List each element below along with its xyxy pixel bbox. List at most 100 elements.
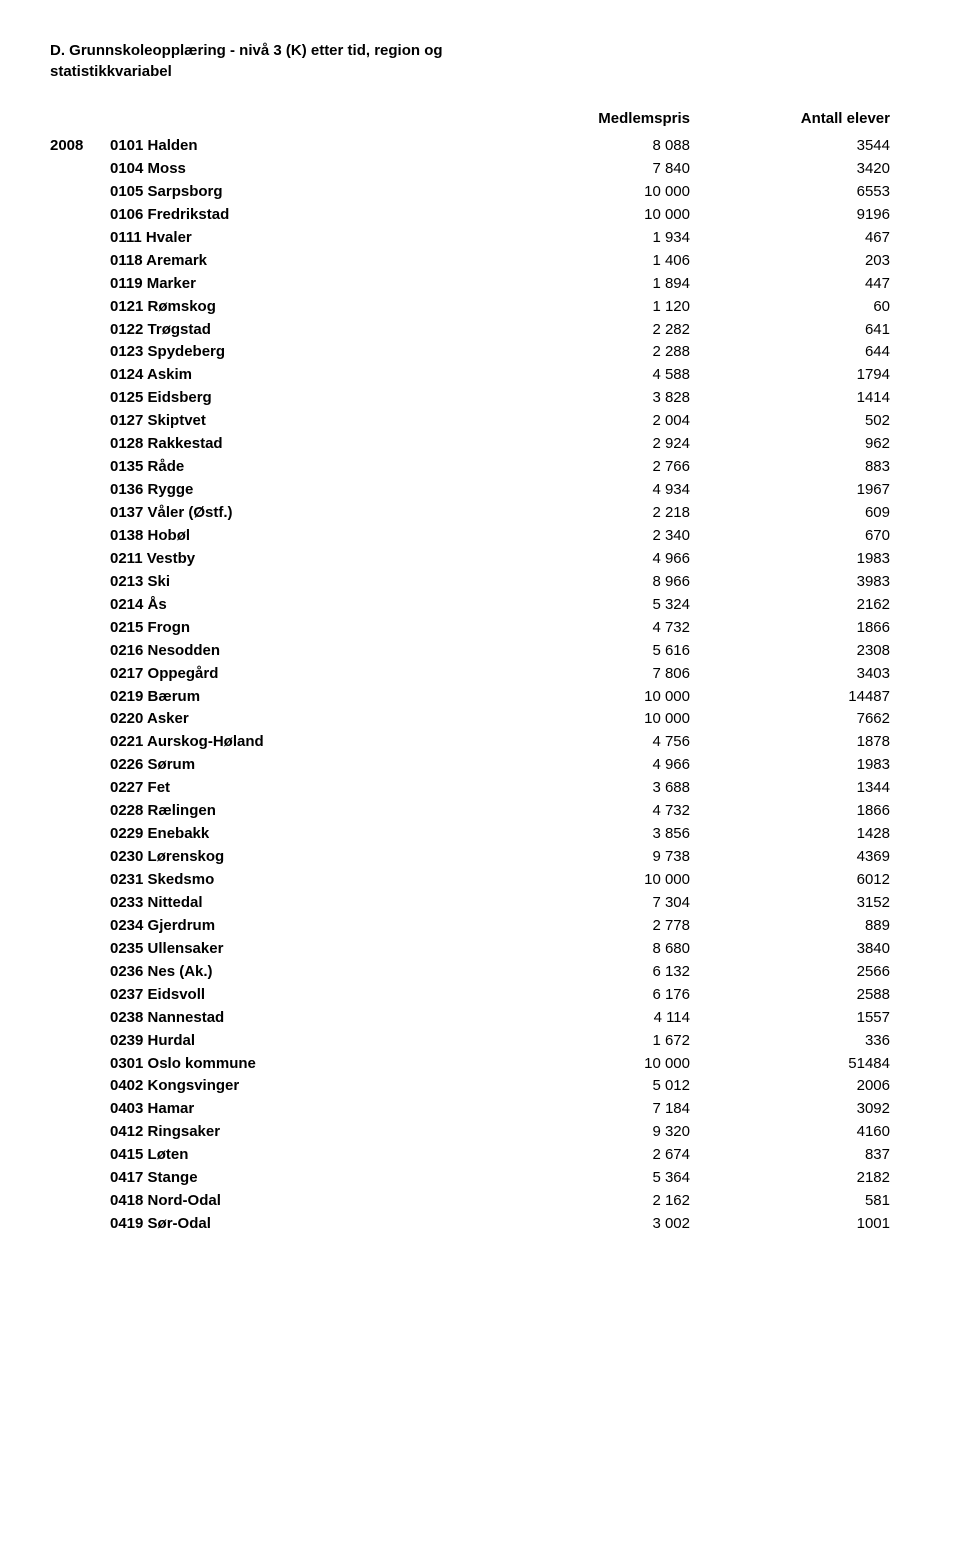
region-cell: 0234 Gjerdrum xyxy=(110,915,490,938)
year-cell xyxy=(50,296,110,319)
antall-elever-cell: 502 xyxy=(690,410,890,433)
table-row: 0234 Gjerdrum2 778889 xyxy=(50,915,910,938)
region-cell: 0412 Ringsaker xyxy=(110,1121,490,1144)
year-cell xyxy=(50,181,110,204)
region-cell: 0211 Vestby xyxy=(110,548,490,571)
table-row: 0125 Eidsberg3 8281414 xyxy=(50,387,910,410)
antall-elever-cell: 1967 xyxy=(690,479,890,502)
year-cell xyxy=(50,1213,110,1236)
year-cell xyxy=(50,341,110,364)
antall-elever-cell: 3403 xyxy=(690,663,890,686)
region-cell: 0238 Nannestad xyxy=(110,1007,490,1030)
region-cell: 0228 Rælingen xyxy=(110,800,490,823)
antall-elever-cell: 3544 xyxy=(690,135,890,158)
table-row: 0123 Spydeberg2 288644 xyxy=(50,341,910,364)
antall-elever-cell: 1414 xyxy=(690,387,890,410)
table-row: 0128 Rakkestad2 924962 xyxy=(50,433,910,456)
medlemspris-cell: 2 288 xyxy=(490,341,690,364)
antall-elever-cell: 1983 xyxy=(690,754,890,777)
region-cell: 0418 Nord-Odal xyxy=(110,1190,490,1213)
region-cell: 0227 Fet xyxy=(110,777,490,800)
medlemspris-cell: 5 616 xyxy=(490,640,690,663)
year-cell xyxy=(50,410,110,433)
table-row: 0135 Råde2 766883 xyxy=(50,456,910,479)
table-row: 0235 Ullensaker8 6803840 xyxy=(50,938,910,961)
table-row: 0226 Sørum4 9661983 xyxy=(50,754,910,777)
medlemspris-cell: 6 132 xyxy=(490,961,690,984)
region-cell: 0220 Asker xyxy=(110,708,490,731)
region-cell: 0119 Marker xyxy=(110,273,490,296)
region-cell: 0217 Oppegård xyxy=(110,663,490,686)
table-row: 0105 Sarpsborg10 0006553 xyxy=(50,181,910,204)
year-cell xyxy=(50,387,110,410)
table-row: 0238 Nannestad4 1141557 xyxy=(50,1007,910,1030)
table-row: 0417 Stange5 3642182 xyxy=(50,1167,910,1190)
year-cell xyxy=(50,548,110,571)
table-row: 0121 Rømskog1 12060 xyxy=(50,296,910,319)
region-cell: 0231 Skedsmo xyxy=(110,869,490,892)
table-row: 0418 Nord-Odal2 162581 xyxy=(50,1190,910,1213)
medlemspris-cell: 3 856 xyxy=(490,823,690,846)
medlemspris-cell: 6 176 xyxy=(490,984,690,1007)
medlemspris-cell: 2 218 xyxy=(490,502,690,525)
region-cell: 0118 Aremark xyxy=(110,250,490,273)
year-cell xyxy=(50,456,110,479)
year-cell xyxy=(50,1190,110,1213)
antall-elever-cell: 51484 xyxy=(690,1053,890,1076)
antall-elever-cell: 1428 xyxy=(690,823,890,846)
antall-elever-cell: 2566 xyxy=(690,961,890,984)
year-cell xyxy=(50,1098,110,1121)
region-cell: 0215 Frogn xyxy=(110,617,490,640)
medlemspris-cell: 4 588 xyxy=(490,364,690,387)
year-cell xyxy=(50,892,110,915)
medlemspris-cell: 10 000 xyxy=(490,708,690,731)
antall-elever-cell: 2588 xyxy=(690,984,890,1007)
region-cell: 0403 Hamar xyxy=(110,1098,490,1121)
medlemspris-cell: 1 672 xyxy=(490,1030,690,1053)
table-row: 0213 Ski8 9663983 xyxy=(50,571,910,594)
region-cell: 0235 Ullensaker xyxy=(110,938,490,961)
medlemspris-cell: 7 184 xyxy=(490,1098,690,1121)
region-cell: 0125 Eidsberg xyxy=(110,387,490,410)
table-row: 0237 Eidsvoll6 1762588 xyxy=(50,984,910,1007)
region-cell: 0221 Aurskog-Høland xyxy=(110,731,490,754)
table-row: 0118 Aremark1 406203 xyxy=(50,250,910,273)
year-cell xyxy=(50,961,110,984)
year-cell xyxy=(50,204,110,227)
region-cell: 0415 Løten xyxy=(110,1144,490,1167)
year-cell xyxy=(50,869,110,892)
table-row: 0215 Frogn4 7321866 xyxy=(50,617,910,640)
year-cell xyxy=(50,158,110,181)
table-row: 0138 Hobøl2 340670 xyxy=(50,525,910,548)
medlemspris-cell: 1 934 xyxy=(490,227,690,250)
antall-elever-cell: 6553 xyxy=(690,181,890,204)
year-cell xyxy=(50,800,110,823)
year-cell xyxy=(50,777,110,800)
antall-elever-cell: 962 xyxy=(690,433,890,456)
medlemspris-cell: 3 002 xyxy=(490,1213,690,1236)
region-cell: 0239 Hurdal xyxy=(110,1030,490,1053)
table-row: 0127 Skiptvet2 004502 xyxy=(50,410,910,433)
table-row: 0301 Oslo kommune10 00051484 xyxy=(50,1053,910,1076)
year-cell xyxy=(50,1075,110,1098)
table-row: 0415 Løten2 674837 xyxy=(50,1144,910,1167)
medlemspris-cell: 8 680 xyxy=(490,938,690,961)
medlemspris-cell: 10 000 xyxy=(490,181,690,204)
medlemspris-cell: 9 738 xyxy=(490,846,690,869)
antall-elever-cell: 1983 xyxy=(690,548,890,571)
table-row: 0214 Ås5 3242162 xyxy=(50,594,910,617)
medlemspris-cell: 10 000 xyxy=(490,204,690,227)
antall-elever-cell: 670 xyxy=(690,525,890,548)
region-cell: 0236 Nes (Ak.) xyxy=(110,961,490,984)
year-cell xyxy=(50,846,110,869)
header-spacer xyxy=(50,110,490,127)
table-row: 0137 Våler (Østf.)2 218609 xyxy=(50,502,910,525)
table-row: 0119 Marker1 894447 xyxy=(50,273,910,296)
region-cell: 0417 Stange xyxy=(110,1167,490,1190)
table-row: 0122 Trøgstad2 282641 xyxy=(50,319,910,342)
medlemspris-cell: 2 766 xyxy=(490,456,690,479)
medlemspris-cell: 2 924 xyxy=(490,433,690,456)
medlemspris-cell: 2 162 xyxy=(490,1190,690,1213)
table-row: 0231 Skedsmo10 0006012 xyxy=(50,869,910,892)
medlemspris-cell: 2 674 xyxy=(490,1144,690,1167)
